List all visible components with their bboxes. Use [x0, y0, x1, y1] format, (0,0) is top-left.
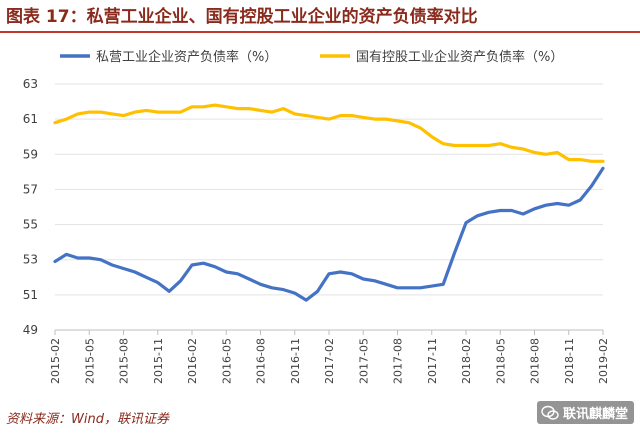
x-tick-label: 2016-02: [186, 338, 199, 384]
x-tick-label: 2016-11: [289, 338, 302, 384]
line-chart: 49 51 53 55 57 59 61 63 2015-02 2015-05 2015-08 201…: [23, 49, 610, 384]
y-tick-label: 49: [23, 323, 38, 337]
watermark-badge: 联讯麒麟堂: [536, 401, 634, 424]
x-tick-label: 2018-08: [529, 338, 542, 384]
y-tick-label: 51: [23, 288, 38, 302]
series-line: [53, 166, 605, 302]
series-line: [53, 103, 605, 163]
x-tick-label: 2017-11: [426, 338, 439, 384]
y-tick-label: 55: [23, 218, 38, 232]
x-tick-label: 2015-05: [83, 338, 96, 384]
x-tick-label: 2016-08: [255, 338, 268, 384]
legend-label: 国有控股工业企业资产负债率（%）: [356, 49, 563, 65]
x-tick-label: 2017-08: [392, 338, 405, 384]
x-tick-label: 2015-11: [152, 338, 165, 384]
x-tick-label: 2015-02: [49, 338, 62, 384]
x-tick-label: 2017-02: [323, 338, 336, 384]
y-tick-label: 53: [23, 253, 38, 267]
y-tick-label: 59: [23, 147, 38, 161]
title-divider: [0, 31, 640, 33]
x-tick-label: 2018-11: [563, 338, 576, 384]
x-tick-label: 2016-05: [220, 338, 233, 384]
chart-title: 图表 17：私营工业企业、国有控股工业企业的资产负债率对比: [6, 7, 478, 27]
wechat-icon: [541, 405, 559, 420]
x-tick-label: 2017-05: [357, 338, 370, 384]
x-tick-label: 2018-02: [460, 338, 473, 384]
legend-label: 私营工业企业资产负债率（%）: [96, 49, 277, 65]
y-tick-label: 63: [23, 77, 38, 91]
source-note: 资料来源：Wind，联讯证券: [6, 412, 169, 427]
x-tick-label: 2015-08: [118, 338, 131, 384]
watermark-text: 联讯麒麟堂: [562, 407, 628, 422]
x-tick-label: 2019-02: [597, 338, 610, 384]
y-tick-label: 57: [23, 182, 38, 196]
x-tick-label: 2018-05: [494, 338, 507, 384]
y-tick-label: 61: [23, 112, 38, 126]
